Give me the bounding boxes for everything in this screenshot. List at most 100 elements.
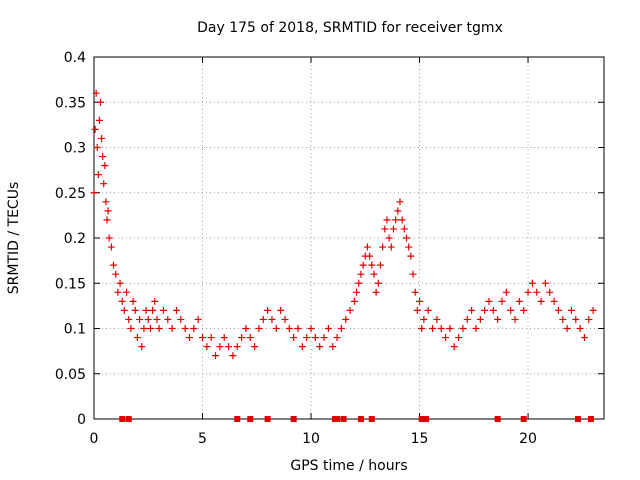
data-point	[216, 343, 224, 351]
data-point	[324, 325, 332, 332]
data-point	[554, 306, 562, 314]
zero-value-marker	[494, 416, 501, 422]
y-tick-label: 0.05	[55, 367, 86, 383]
data-point	[172, 306, 180, 314]
data-point	[212, 352, 220, 360]
data-point	[98, 134, 106, 142]
data-point	[420, 315, 428, 323]
zero-value-marker	[574, 416, 581, 422]
data-point	[159, 306, 167, 314]
data-point	[116, 279, 124, 287]
data-point	[164, 315, 172, 323]
data-point	[429, 325, 437, 332]
data-point	[379, 243, 387, 251]
data-point	[123, 288, 131, 296]
data-point	[225, 343, 233, 351]
data-point	[498, 297, 506, 305]
data-point	[90, 189, 98, 197]
data-point	[537, 297, 545, 305]
zero-value-marker	[125, 416, 132, 422]
data-point	[255, 325, 263, 332]
data-point	[485, 297, 493, 305]
data-point	[136, 315, 144, 323]
data-point	[407, 252, 415, 260]
data-point	[520, 306, 528, 314]
data-point	[524, 288, 532, 296]
grid-lines	[94, 57, 604, 419]
data-point	[190, 325, 198, 332]
data-point	[277, 306, 285, 314]
data-point	[392, 216, 400, 224]
data-point	[114, 288, 122, 296]
zero-value-marker	[368, 416, 375, 422]
data-point	[298, 343, 306, 351]
data-point	[229, 352, 237, 360]
data-point	[199, 334, 207, 342]
data-point	[290, 334, 298, 342]
zero-value-marker	[520, 416, 527, 422]
data-point	[203, 343, 211, 351]
data-point	[285, 325, 293, 332]
data-point	[333, 334, 341, 342]
data-point	[238, 334, 246, 342]
data-point	[103, 216, 111, 224]
data-point	[398, 216, 406, 224]
data-point	[502, 288, 510, 296]
y-tick-label: 0.3	[64, 141, 86, 157]
data-point	[153, 315, 161, 323]
y-tick-label: 0.25	[55, 186, 86, 202]
data-point	[264, 306, 272, 314]
data-point	[489, 306, 497, 314]
data-point	[129, 297, 137, 305]
data-point	[131, 306, 139, 314]
data-point	[151, 297, 159, 305]
data-point	[366, 252, 374, 260]
data-point	[511, 315, 519, 323]
data-point	[459, 325, 467, 332]
data-point	[350, 297, 358, 305]
data-point	[416, 297, 424, 305]
data-point	[424, 306, 432, 314]
data-point	[446, 325, 454, 332]
data-point	[533, 288, 541, 296]
data-point	[409, 270, 417, 278]
data-point	[220, 334, 228, 342]
data-point	[303, 334, 311, 342]
data-point	[418, 325, 426, 332]
data-point	[437, 325, 445, 332]
data-point	[370, 270, 378, 278]
data-point	[233, 343, 241, 351]
data-point	[329, 343, 337, 351]
axes: 0 5 10 15 20 0 0.05 0.1 0.15 0.2 0.25 0.3 0.35 0.4	[55, 50, 604, 447]
data-point	[359, 261, 367, 269]
data-point	[93, 144, 101, 151]
data-point	[95, 116, 103, 124]
data-point	[242, 325, 250, 332]
x-tick-label: 10	[302, 431, 320, 447]
data-point	[463, 315, 471, 323]
zero-value-marker	[423, 416, 430, 422]
data-point	[207, 334, 215, 342]
data-point	[118, 297, 126, 305]
data-point	[101, 162, 109, 170]
zero-value-marker	[357, 416, 364, 422]
data-point	[316, 343, 324, 351]
data-point	[580, 334, 588, 342]
data-point	[403, 234, 411, 242]
data-point	[110, 261, 118, 269]
data-point	[355, 279, 363, 287]
zero-value-marker	[340, 416, 347, 422]
y-tick-label: 0.1	[64, 322, 86, 338]
data-point	[550, 297, 558, 305]
data-point	[307, 325, 315, 332]
y-tick-label: 0.2	[64, 231, 86, 247]
data-point	[168, 325, 176, 332]
zero-value-marker	[247, 416, 254, 422]
data-point	[376, 261, 384, 269]
data-point	[563, 325, 571, 332]
data-point	[405, 243, 413, 251]
y-tick-label: 0.35	[55, 95, 86, 111]
zero-value-marker	[290, 416, 297, 422]
data-point	[385, 234, 393, 242]
